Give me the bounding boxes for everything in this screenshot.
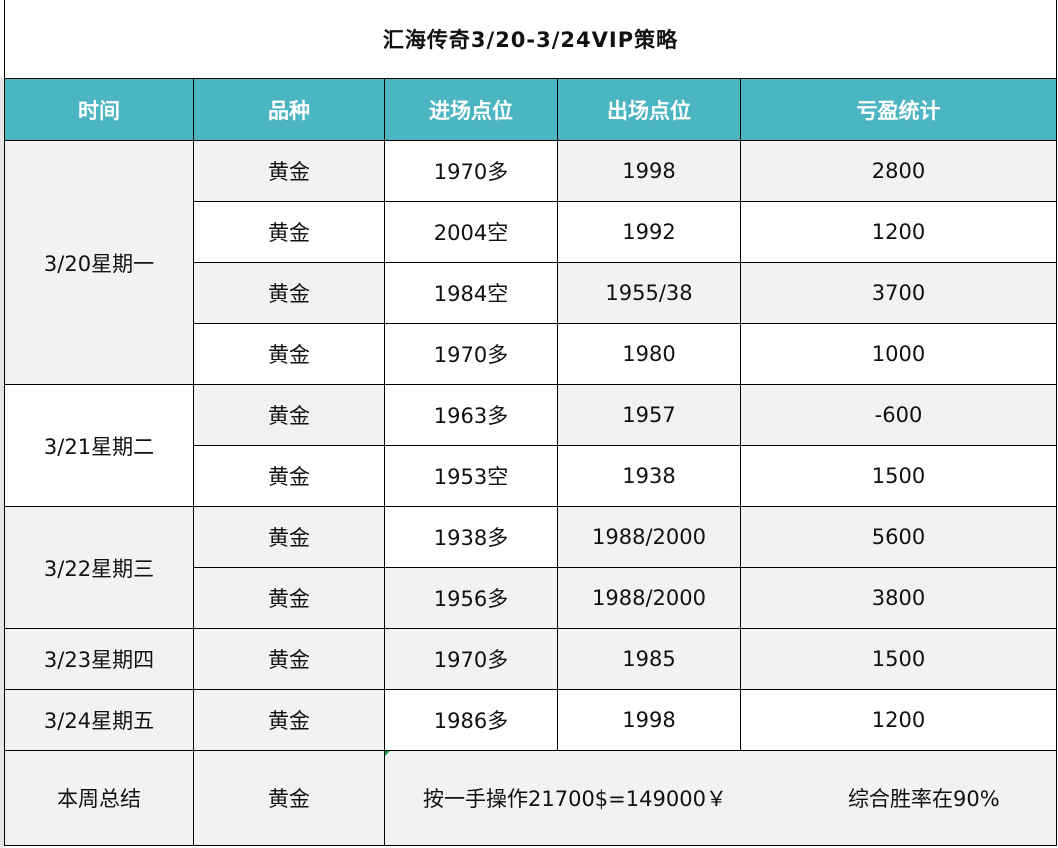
pnl-cell[interactable]: 1000 — [739, 323, 1058, 385]
pnl-cell[interactable]: 1500 — [739, 445, 1058, 507]
table-row: 3/23星期四 黄金 1970多 1985 1500 — [4, 628, 1058, 690]
date-cell[interactable]: 3/21星期二 — [4, 384, 194, 507]
header-exit-point[interactable]: 出场点位 — [557, 78, 741, 141]
product-cell[interactable]: 黄金 — [193, 567, 385, 629]
exit-cell[interactable]: 1985 — [557, 628, 741, 690]
pnl-cell[interactable]: 3700 — [739, 262, 1058, 324]
exit-cell[interactable]: 1957 — [557, 384, 741, 446]
exit-cell[interactable]: 1938 — [557, 445, 741, 507]
date-cell[interactable]: 3/24星期五 — [4, 689, 194, 751]
row-header-gutter — [0, 78, 4, 848]
date-cell[interactable]: 3/23星期四 — [4, 628, 194, 690]
summary-label[interactable]: 本周总结 — [4, 750, 194, 846]
summary-result-cell[interactable]: 按一手操作21700$=149000￥ 综合胜率在90% — [383, 750, 1058, 846]
summary-row: 本周总结 黄金 按一手操作21700$=149000￥ 综合胜率在90% — [4, 750, 1058, 846]
product-cell[interactable]: 黄金 — [193, 323, 385, 385]
entry-cell[interactable]: 1986多 — [384, 689, 558, 751]
header-product[interactable]: 品种 — [193, 78, 385, 141]
entry-cell[interactable]: 1938多 — [384, 506, 558, 568]
exit-cell[interactable]: 1998 — [557, 140, 741, 202]
table-row: 3/22星期三 黄金 1938多 1988/2000 5600 — [4, 506, 1058, 629]
exit-cell[interactable]: 1955/38 — [557, 262, 741, 324]
entry-cell[interactable]: 1953空 — [384, 445, 558, 507]
header-profit-loss[interactable]: 亏盈统计 — [739, 78, 1058, 141]
product-cell[interactable]: 黄金 — [193, 689, 385, 751]
vip-strategy-table: 汇海传奇3/20-3/24VIP策略 时间 品种 进场点位 出场点位 亏盈统计 … — [3, 0, 1058, 846]
summary-result-text: 按一手操作21700$=149000￥ — [423, 787, 727, 811]
exit-cell[interactable]: 1988/2000 — [557, 567, 741, 629]
exit-cell[interactable]: 1992 — [557, 201, 741, 263]
entry-cell[interactable]: 1970多 — [384, 628, 558, 690]
entry-cell[interactable]: 1984空 — [384, 262, 558, 324]
pnl-cell[interactable]: 5600 — [739, 506, 1058, 568]
pnl-cell[interactable]: 1500 — [739, 628, 1058, 690]
title-row: 汇海传奇3/20-3/24VIP策略 — [3, 0, 1058, 79]
entry-cell[interactable]: 2004空 — [384, 201, 558, 263]
summary-product[interactable]: 黄金 — [193, 750, 385, 846]
table-row: 3/21星期二 黄金 1963多 1957 -600 — [4, 384, 1058, 507]
pnl-cell[interactable]: 1200 — [739, 689, 1058, 751]
product-cell[interactable]: 黄金 — [193, 140, 385, 202]
product-cell[interactable]: 黄金 — [193, 445, 385, 507]
pnl-cell[interactable]: 1200 — [739, 201, 1058, 263]
date-cell[interactable]: 3/22星期三 — [4, 506, 194, 629]
table-row: 3/24星期五 黄金 1986多 1998 1200 — [4, 689, 1058, 751]
cell-comment-marker-icon — [385, 751, 390, 756]
product-cell[interactable]: 黄金 — [193, 262, 385, 324]
exit-cell[interactable]: 1988/2000 — [557, 506, 741, 568]
exit-cell[interactable]: 1980 — [557, 323, 741, 385]
pnl-cell[interactable]: -600 — [739, 384, 1058, 446]
exit-cell[interactable]: 1998 — [557, 689, 741, 751]
entry-cell[interactable]: 1956多 — [384, 567, 558, 629]
table-title[interactable]: 汇海传奇3/20-3/24VIP策略 — [3, 0, 1058, 79]
entry-cell[interactable]: 1970多 — [384, 140, 558, 202]
header-time[interactable]: 时间 — [4, 78, 194, 141]
table-row: 3/20星期一 黄金 1970多 1998 2800 — [4, 140, 1058, 385]
header-entry-point[interactable]: 进场点位 — [384, 78, 558, 141]
product-cell[interactable]: 黄金 — [193, 506, 385, 568]
product-cell[interactable]: 黄金 — [193, 384, 385, 446]
summary-win-rate-text: 综合胜率在90% — [848, 787, 1000, 811]
product-cell[interactable]: 黄金 — [193, 628, 385, 690]
entry-cell[interactable]: 1970多 — [384, 323, 558, 385]
pnl-cell[interactable]: 2800 — [739, 140, 1058, 202]
entry-cell[interactable]: 1963多 — [384, 384, 558, 446]
date-cell[interactable]: 3/20星期一 — [4, 140, 194, 385]
pnl-cell[interactable]: 3800 — [739, 567, 1058, 629]
header-row: 时间 品种 进场点位 出场点位 亏盈统计 — [4, 78, 1058, 141]
product-cell[interactable]: 黄金 — [193, 201, 385, 263]
